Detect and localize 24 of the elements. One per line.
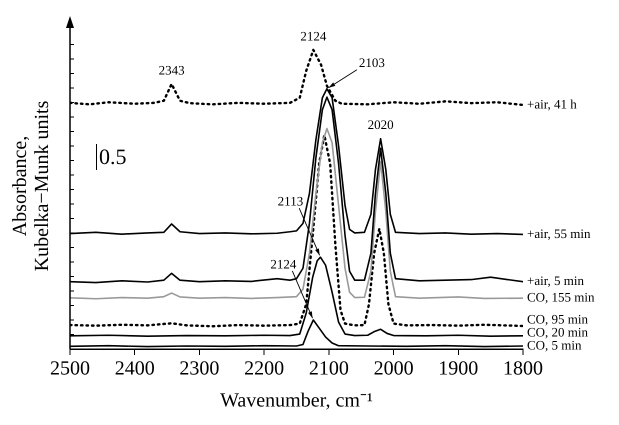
series-label: +air, 55 min — [527, 226, 591, 241]
annotation: 2124 — [270, 256, 297, 272]
annotation: 2020 — [368, 117, 394, 132]
x-tick-label: 2200 — [244, 357, 284, 380]
series-label: +air, 5 min — [527, 273, 584, 288]
x-tick-label: 2300 — [179, 357, 220, 380]
y-axis-title: Absorbance, Kubelka−Munk units — [9, 100, 53, 274]
annotation: 2343 — [158, 62, 185, 78]
series-label: +air, 41 h — [527, 96, 578, 112]
x-tick-label: 1900 — [438, 357, 478, 380]
annotation: 2113 — [278, 194, 304, 209]
series-label: CO, 155 min — [527, 290, 596, 305]
series-label: CO, 20 min — [527, 324, 589, 340]
x-tick-label: 2000 — [374, 357, 414, 380]
series-label: CO, 95 min — [527, 311, 589, 326]
x-tick-label: 2500 — [50, 357, 90, 380]
annotation: 2103 — [358, 55, 385, 70]
x-tick-label: 2100 — [308, 357, 349, 380]
series-label: CO, 5 min — [527, 337, 582, 352]
x-tick-label: 1800 — [503, 357, 543, 380]
annotation: 2124 — [300, 28, 327, 44]
x-axis-title: Wavenumber, cm⁻¹ — [220, 389, 373, 412]
x-tick-label: 2400 — [114, 357, 155, 380]
annotation: 0.5 — [96, 144, 126, 170]
